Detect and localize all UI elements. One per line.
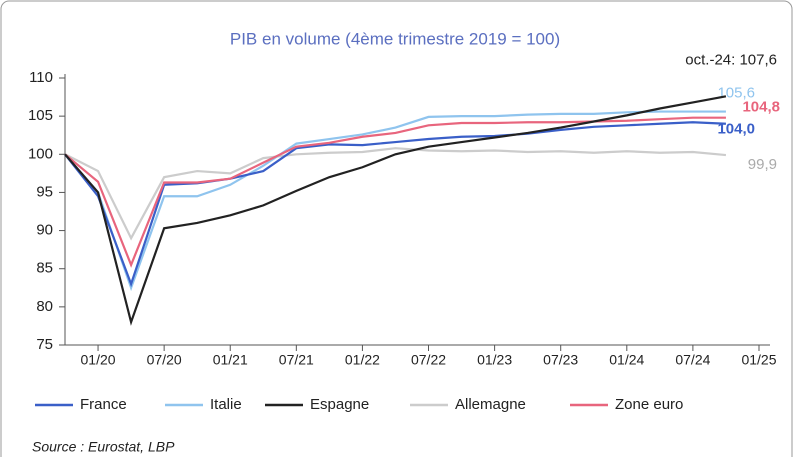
x-tick-label: 07/20 — [147, 352, 182, 368]
x-tick-label: 01/25 — [741, 352, 776, 368]
legend-label: Zone euro — [615, 396, 683, 413]
y-tick-label: 75 — [36, 336, 53, 353]
chart-title: PIB en volume (4ème trimestre 2019 = 100… — [230, 29, 560, 48]
end-label: oct.-24: 107,6 — [685, 51, 777, 68]
legend-label: Italie — [210, 396, 242, 413]
legend-label: Allemagne — [455, 396, 526, 413]
y-tick-label: 80 — [36, 298, 53, 315]
y-tick-label: 95 — [36, 183, 53, 200]
x-tick-label: 01/23 — [477, 352, 512, 368]
series-line — [64, 147, 727, 241]
y-tick-label: 110 — [29, 69, 53, 86]
source: Source : Eurostat, LBP — [32, 439, 175, 455]
end-label: 104,8 — [742, 99, 780, 116]
y-tick-label: 105 — [28, 107, 53, 124]
end-label: 99,9 — [748, 156, 777, 173]
series-line — [64, 110, 726, 292]
y-tick-label: 90 — [36, 222, 53, 239]
end-label: 105,6 — [717, 85, 755, 102]
y-tick-label: 100 — [28, 145, 53, 162]
x-tick-label: 07/23 — [543, 352, 578, 368]
legend-label: Espagne — [310, 396, 369, 413]
x-tick-label: 01/20 — [81, 352, 116, 368]
y-tick-label: 85 — [36, 260, 53, 277]
series-line — [64, 116, 726, 268]
end-label: 104,0 — [717, 121, 755, 138]
x-tick-label: 01/21 — [213, 352, 248, 368]
x-tick-label: 07/24 — [675, 352, 710, 368]
series-line — [64, 95, 727, 326]
x-tick-label: 07/22 — [411, 352, 446, 368]
series-line — [64, 121, 726, 288]
x-tick-label: 07/21 — [279, 352, 314, 368]
legend-label: France — [80, 396, 127, 413]
x-tick-label: 01/22 — [345, 352, 380, 368]
x-tick-label: 01/24 — [609, 352, 644, 368]
